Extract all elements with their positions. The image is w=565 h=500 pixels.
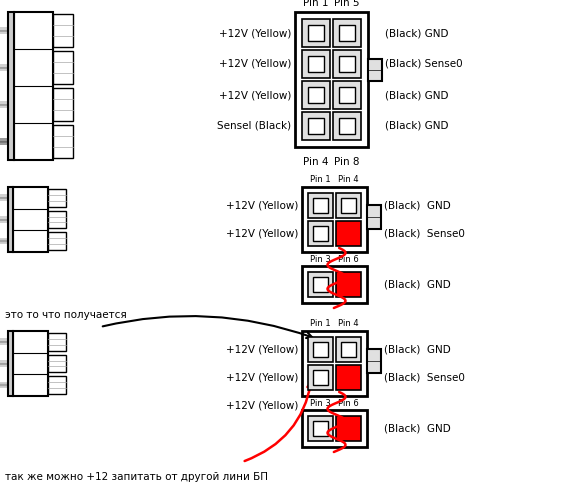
Text: (Black)  GND: (Black) GND bbox=[384, 280, 451, 289]
Bar bbox=[313, 342, 328, 357]
Text: Pin 1: Pin 1 bbox=[310, 319, 331, 328]
Bar bbox=[341, 198, 356, 213]
Text: Pin 8: Pin 8 bbox=[334, 157, 360, 167]
Text: Pin 4: Pin 4 bbox=[303, 157, 329, 167]
Text: (Black) Sense0: (Black) Sense0 bbox=[385, 59, 463, 69]
Text: Sensel (Black): Sensel (Black) bbox=[217, 121, 291, 131]
Text: (Black)  Sense0: (Black) Sense0 bbox=[384, 228, 465, 238]
Bar bbox=[339, 118, 355, 134]
Text: Pin 3: Pin 3 bbox=[310, 255, 331, 264]
Bar bbox=[333, 50, 361, 78]
Bar bbox=[308, 272, 333, 297]
Text: (Black) GND: (Black) GND bbox=[385, 90, 449, 100]
Text: (Black)  GND: (Black) GND bbox=[384, 200, 451, 210]
Bar bbox=[302, 266, 367, 303]
Bar bbox=[302, 81, 330, 109]
Bar bbox=[53, 88, 73, 121]
Bar bbox=[367, 349, 381, 373]
Text: +12V (Yellow): +12V (Yellow) bbox=[225, 200, 298, 210]
Text: это то что получается: это то что получается bbox=[5, 310, 127, 320]
Bar bbox=[48, 376, 66, 394]
Bar bbox=[48, 333, 66, 350]
Bar bbox=[308, 87, 324, 103]
Bar bbox=[308, 25, 324, 41]
Bar bbox=[336, 272, 361, 297]
Bar bbox=[313, 226, 328, 241]
Text: Pin 1: Pin 1 bbox=[310, 175, 331, 184]
Text: (Black)  GND: (Black) GND bbox=[384, 344, 451, 354]
Text: (Black) GND: (Black) GND bbox=[385, 28, 449, 38]
Text: +12V (Yellow): +12V (Yellow) bbox=[219, 28, 291, 38]
Text: Pin 3: Pin 3 bbox=[310, 399, 331, 408]
Text: Pin 1: Pin 1 bbox=[303, 0, 329, 8]
Text: так же можно +12 запитать от другой лини БП: так же можно +12 запитать от другой лини… bbox=[5, 472, 268, 482]
Bar bbox=[336, 221, 361, 246]
Bar bbox=[13, 187, 48, 252]
Bar bbox=[13, 331, 48, 396]
Bar bbox=[8, 12, 14, 160]
Text: Pin 6: Pin 6 bbox=[338, 399, 359, 408]
Bar bbox=[313, 277, 328, 292]
Bar bbox=[302, 112, 330, 140]
Text: +12V (Yellow): +12V (Yellow) bbox=[225, 400, 298, 410]
Bar bbox=[367, 205, 381, 229]
Text: +12V (Yellow): +12V (Yellow) bbox=[219, 59, 291, 69]
Bar bbox=[336, 193, 361, 218]
Bar bbox=[339, 56, 355, 72]
Bar bbox=[302, 331, 367, 396]
Text: Pin 4: Pin 4 bbox=[338, 319, 359, 328]
Bar bbox=[48, 210, 66, 228]
Text: +12V (Yellow): +12V (Yellow) bbox=[225, 372, 298, 382]
Bar bbox=[333, 112, 361, 140]
Bar bbox=[48, 189, 66, 206]
Text: (Black)  GND: (Black) GND bbox=[384, 424, 451, 434]
Bar bbox=[336, 365, 361, 390]
Bar bbox=[313, 421, 328, 436]
Bar bbox=[308, 416, 333, 441]
Text: +12V (Yellow): +12V (Yellow) bbox=[225, 228, 298, 238]
Bar bbox=[302, 187, 367, 252]
Text: +12V (Yellow): +12V (Yellow) bbox=[219, 90, 291, 100]
Bar bbox=[308, 365, 333, 390]
Bar bbox=[308, 337, 333, 362]
Bar bbox=[53, 125, 73, 158]
Bar bbox=[333, 81, 361, 109]
Bar bbox=[336, 337, 361, 362]
Bar bbox=[48, 354, 66, 372]
Bar bbox=[53, 14, 73, 47]
Bar bbox=[48, 232, 66, 250]
Bar bbox=[53, 51, 73, 84]
Bar bbox=[8, 331, 13, 396]
Bar bbox=[302, 410, 367, 447]
Bar bbox=[333, 19, 361, 47]
Bar bbox=[302, 19, 330, 47]
Text: Pin 6: Pin 6 bbox=[338, 255, 359, 264]
Bar bbox=[308, 193, 333, 218]
Bar bbox=[8, 187, 13, 252]
Text: Pin 5: Pin 5 bbox=[334, 0, 360, 8]
Bar bbox=[308, 118, 324, 134]
Bar bbox=[295, 12, 368, 147]
Text: Pin 4: Pin 4 bbox=[338, 175, 359, 184]
Bar bbox=[302, 50, 330, 78]
Bar bbox=[339, 25, 355, 41]
Text: +12V (Yellow): +12V (Yellow) bbox=[225, 344, 298, 354]
Bar bbox=[313, 370, 328, 385]
Bar bbox=[368, 59, 382, 81]
Text: (Black) GND: (Black) GND bbox=[385, 121, 449, 131]
Text: (Black)  Sense0: (Black) Sense0 bbox=[384, 372, 465, 382]
Bar bbox=[308, 221, 333, 246]
Bar bbox=[339, 87, 355, 103]
Bar bbox=[336, 416, 361, 441]
Bar bbox=[313, 198, 328, 213]
Bar bbox=[341, 342, 356, 357]
Bar bbox=[14, 12, 53, 160]
Bar bbox=[308, 56, 324, 72]
